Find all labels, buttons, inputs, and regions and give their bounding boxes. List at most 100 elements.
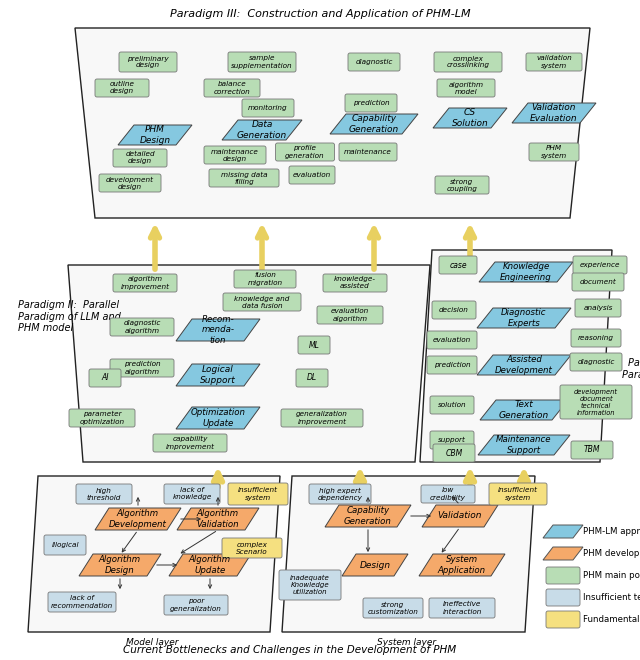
Polygon shape: [282, 476, 535, 632]
Polygon shape: [222, 120, 302, 140]
Text: low
credibility: low credibility: [430, 488, 466, 500]
FancyBboxPatch shape: [546, 589, 580, 606]
FancyBboxPatch shape: [427, 356, 477, 374]
Text: high expert
dependency: high expert dependency: [317, 488, 362, 500]
Text: strong
customization: strong customization: [367, 601, 419, 614]
Polygon shape: [480, 400, 568, 420]
Text: Validation
Evaluation: Validation Evaluation: [530, 104, 578, 123]
Text: Diagnostic
Experts: Diagnostic Experts: [501, 308, 547, 328]
Polygon shape: [420, 250, 612, 462]
Text: reasoning: reasoning: [578, 335, 614, 341]
Text: prediction: prediction: [434, 362, 470, 368]
FancyBboxPatch shape: [110, 359, 174, 377]
Polygon shape: [28, 476, 280, 632]
Text: evaluation
algorithm: evaluation algorithm: [331, 308, 369, 321]
FancyBboxPatch shape: [279, 570, 341, 600]
Polygon shape: [177, 508, 259, 530]
FancyBboxPatch shape: [571, 329, 621, 347]
Text: Current Bottlenecks and Challenges in the Development of PHM: Current Bottlenecks and Challenges in th…: [124, 645, 456, 655]
Text: DL: DL: [307, 374, 317, 383]
Text: sample
supplementation: sample supplementation: [231, 55, 293, 69]
FancyBboxPatch shape: [434, 52, 502, 72]
Text: missing data
filling: missing data filling: [221, 172, 268, 185]
Polygon shape: [419, 554, 505, 576]
Text: Algorithm
Update: Algorithm Update: [189, 555, 231, 575]
FancyBboxPatch shape: [234, 270, 296, 288]
Text: development
design: development design: [106, 176, 154, 189]
FancyBboxPatch shape: [546, 611, 580, 628]
Polygon shape: [422, 505, 498, 527]
Text: Algorithm
Development: Algorithm Development: [109, 510, 167, 529]
FancyBboxPatch shape: [204, 79, 260, 97]
FancyBboxPatch shape: [432, 301, 476, 319]
FancyBboxPatch shape: [164, 595, 228, 615]
Text: PHM main points: PHM main points: [583, 571, 640, 580]
Text: profile
generation: profile generation: [285, 145, 325, 158]
FancyBboxPatch shape: [489, 483, 547, 505]
FancyBboxPatch shape: [89, 369, 121, 387]
FancyBboxPatch shape: [296, 369, 328, 387]
Polygon shape: [68, 265, 430, 462]
FancyBboxPatch shape: [69, 409, 135, 427]
Text: generalization
improvement: generalization improvement: [296, 411, 348, 424]
Polygon shape: [543, 547, 583, 560]
FancyBboxPatch shape: [560, 385, 632, 419]
FancyBboxPatch shape: [430, 431, 474, 449]
Text: PHM development: PHM development: [583, 549, 640, 558]
Text: validation
system: validation system: [536, 55, 572, 69]
FancyBboxPatch shape: [281, 409, 363, 427]
Text: Paradigm II:  Parallel
Paradigm of LLM and
PHM model: Paradigm II: Parallel Paradigm of LLM an…: [18, 300, 121, 333]
FancyBboxPatch shape: [153, 434, 227, 452]
Polygon shape: [118, 125, 192, 145]
Text: System layer: System layer: [378, 638, 436, 647]
FancyBboxPatch shape: [309, 484, 371, 504]
Text: capability
improvement: capability improvement: [166, 436, 214, 449]
Text: insufficient
system: insufficient system: [498, 488, 538, 500]
FancyBboxPatch shape: [421, 485, 475, 503]
Text: PHM
system: PHM system: [541, 145, 567, 158]
Text: diagnostic: diagnostic: [577, 359, 614, 365]
Text: outline
design: outline design: [109, 81, 134, 94]
FancyBboxPatch shape: [228, 483, 288, 505]
Text: detailed
design: detailed design: [125, 152, 155, 164]
Polygon shape: [176, 407, 260, 429]
Text: document: document: [580, 279, 616, 285]
FancyBboxPatch shape: [44, 535, 86, 555]
FancyBboxPatch shape: [348, 53, 400, 71]
FancyBboxPatch shape: [298, 336, 330, 354]
FancyBboxPatch shape: [572, 273, 624, 291]
FancyBboxPatch shape: [119, 52, 177, 72]
Text: strong
coupling: strong coupling: [447, 178, 477, 191]
Text: Data
Generation: Data Generation: [237, 120, 287, 140]
Text: Text
Generation: Text Generation: [499, 401, 549, 420]
FancyBboxPatch shape: [575, 299, 621, 317]
FancyBboxPatch shape: [430, 396, 474, 414]
Text: Validation: Validation: [438, 512, 483, 521]
Text: ML: ML: [308, 341, 319, 350]
FancyBboxPatch shape: [439, 256, 477, 274]
FancyBboxPatch shape: [546, 567, 580, 584]
FancyBboxPatch shape: [529, 143, 579, 161]
Text: prediction
algorithm: prediction algorithm: [124, 362, 160, 375]
FancyBboxPatch shape: [222, 538, 282, 558]
FancyBboxPatch shape: [339, 143, 397, 161]
FancyBboxPatch shape: [437, 79, 495, 97]
Text: evaluation: evaluation: [433, 337, 471, 343]
Text: Capability
Generation: Capability Generation: [344, 506, 392, 526]
Text: Algorithm
Design: Algorithm Design: [99, 555, 141, 575]
Text: monitoring: monitoring: [248, 105, 288, 111]
Polygon shape: [477, 308, 571, 328]
Polygon shape: [512, 103, 596, 123]
Polygon shape: [95, 508, 181, 530]
FancyBboxPatch shape: [345, 94, 397, 112]
Polygon shape: [75, 28, 590, 218]
Polygon shape: [79, 554, 161, 576]
Text: diagnostic
algorithm: diagnostic algorithm: [124, 320, 161, 333]
FancyBboxPatch shape: [48, 592, 116, 612]
Text: Paradigm I:  PHM
Paradigm Based on
LLM: Paradigm I: PHM Paradigm Based on LLM: [622, 358, 640, 391]
Polygon shape: [478, 435, 570, 455]
Text: support: support: [438, 437, 466, 443]
FancyBboxPatch shape: [110, 318, 174, 336]
Text: algorithm
model: algorithm model: [449, 81, 484, 94]
FancyBboxPatch shape: [427, 331, 477, 349]
